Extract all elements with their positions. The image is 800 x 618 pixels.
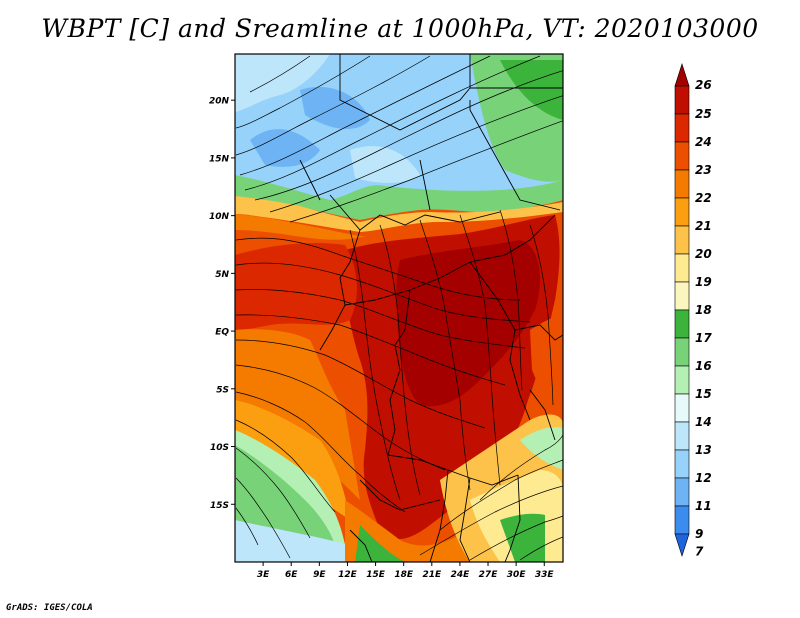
map-title: WBPT [C] and Sreamline at 1000hPa, VT: 2… xyxy=(41,14,759,43)
lat-tick-label: EQ xyxy=(215,328,229,338)
colorbar-swatch xyxy=(674,449,690,479)
colorbar-label: 22 xyxy=(695,191,712,205)
map-frame xyxy=(234,53,564,563)
lon-tick-label: 9E xyxy=(313,570,326,580)
colorbar-label: 14 xyxy=(695,415,712,429)
colorbar-swatch xyxy=(674,309,690,339)
colorbar-label: 26 xyxy=(695,78,712,92)
country-borders xyxy=(299,54,563,562)
colorbar-swatch xyxy=(674,85,690,115)
wbpt-field xyxy=(235,54,563,562)
colorbar-swatch xyxy=(674,169,690,199)
colorbar-label: 15 xyxy=(695,387,712,401)
lat-tick-label: 5S xyxy=(216,385,229,395)
colorbar-label: 17 xyxy=(695,331,712,345)
colorbar-swatch xyxy=(674,225,690,255)
longitude-axis: 3E 6E 9E 12E 15E 18E 21E 24E 27E 30E 33E xyxy=(257,562,555,580)
lat-tick-label: 10S xyxy=(210,443,229,453)
colorbar-swatch xyxy=(674,365,690,395)
grads-credit: GrADS: IGES/COLA xyxy=(6,603,93,613)
lon-tick-label: 6E xyxy=(285,570,298,580)
lon-tick-label: 18E xyxy=(394,570,414,580)
lat-tick-label: 5N xyxy=(215,270,229,280)
lon-tick-label: 33E xyxy=(535,570,555,580)
lon-tick-label: 3E xyxy=(257,570,270,580)
colorbar-swatch xyxy=(674,141,690,171)
colorbar-swatch xyxy=(674,421,690,451)
colorbar-swatch xyxy=(674,337,690,367)
colorbar-label: 25 xyxy=(695,107,712,121)
colorbar-label: 16 xyxy=(695,359,712,373)
colorbar-label: 13 xyxy=(695,443,712,457)
colorbar-label: 23 xyxy=(695,163,712,177)
colorbar-swatch xyxy=(674,477,690,507)
latitude-axis: 20N 15N 10N 5N EQ 5S 10S 15S xyxy=(209,97,235,511)
lat-tick-label: 15N xyxy=(209,154,230,164)
colorbar-label: 21 xyxy=(695,219,712,233)
colorbar-swatch xyxy=(674,253,690,283)
lon-tick-label: 27E xyxy=(479,570,499,580)
streamlines xyxy=(235,55,563,561)
colorbar-swatch xyxy=(674,197,690,227)
lon-tick-label: 30E xyxy=(507,570,527,580)
lat-tick-label: 15S xyxy=(210,501,229,511)
lat-tick-label: 20N xyxy=(209,97,230,107)
lon-tick-label: 24E xyxy=(451,570,471,580)
colorbar-label: 12 xyxy=(695,471,712,485)
lat-tick-label: 10N xyxy=(209,212,230,222)
colorbar: 26 25 24 23 22 21 20 19 18 17 16 15 14 13 12 11 9 7 xyxy=(674,63,712,559)
lon-tick-label: 21E xyxy=(422,570,442,580)
colorbar-label: 20 xyxy=(695,247,712,261)
colorbar-swatch xyxy=(674,393,690,423)
colorbar-swatch xyxy=(674,113,690,143)
colorbar-label: 24 xyxy=(695,135,712,149)
colorbar-label: 11 xyxy=(695,499,712,513)
colorbar-swatch xyxy=(674,281,690,311)
colorbar-swatch xyxy=(674,505,690,535)
colorbar-top-triangle xyxy=(674,63,690,87)
lon-tick-label: 15E xyxy=(366,570,386,580)
colorbar-bottom-triangle xyxy=(674,533,690,557)
colorbar-label: 9 xyxy=(695,527,703,541)
colorbar-label: 19 xyxy=(695,275,712,289)
lon-tick-label: 12E xyxy=(338,570,358,580)
colorbar-label: 18 xyxy=(695,303,712,317)
colorbar-label: 7 xyxy=(695,545,704,559)
